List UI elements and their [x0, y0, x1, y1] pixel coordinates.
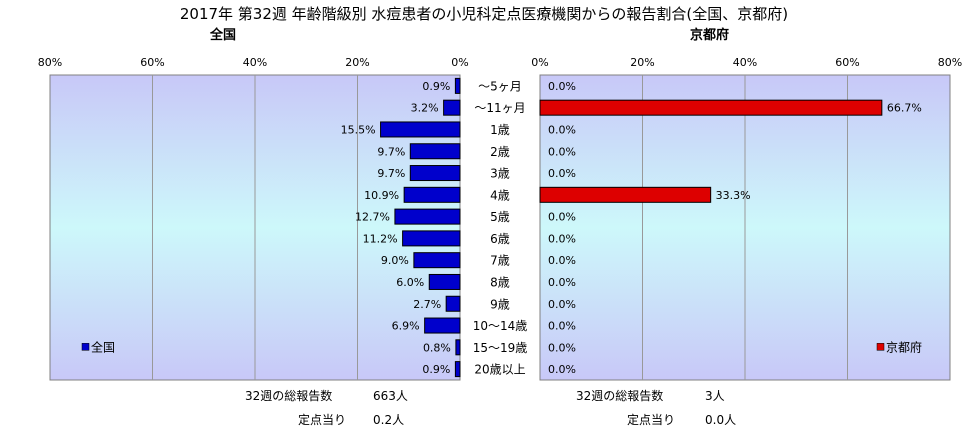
data-label-kyoto: 0.0%	[548, 276, 576, 289]
bar-kyoto	[539, 186, 712, 203]
data-label-national: 3.2%	[411, 102, 439, 115]
tick-label-national: 40%	[243, 56, 267, 69]
category-label: 5歳	[490, 210, 510, 224]
category-label: 2歳	[490, 145, 510, 159]
bar-national	[394, 208, 461, 225]
kyoto-total-label: 32週の総報告数	[576, 389, 664, 403]
chart-title: 2017年 第32週 年齢階級別 水痘患者の小児科定点医療機関からの報告割合(全…	[179, 5, 789, 23]
bar-national	[443, 99, 461, 116]
bar-national	[380, 121, 461, 138]
category-label: ～11ヶ月	[474, 101, 525, 115]
bar-national	[424, 317, 461, 334]
category-label: 1歳	[490, 123, 510, 137]
data-label-kyoto: 0.0%	[548, 254, 576, 267]
bar-kyoto	[539, 99, 883, 116]
data-label-national: 11.2%	[363, 232, 398, 245]
bar-national	[403, 186, 461, 203]
data-label-kyoto: 0.0%	[548, 167, 576, 180]
national-per-label: 定点当り	[298, 413, 347, 427]
data-label-national: 9.7%	[377, 167, 405, 180]
data-label-kyoto: 0.0%	[548, 80, 576, 93]
tick-label-national: 0%	[451, 56, 468, 69]
tick-label-kyoto: 80%	[938, 56, 962, 69]
data-label-national: 9.7%	[377, 145, 405, 158]
bar-national	[455, 339, 461, 356]
bar-national	[454, 77, 461, 94]
bar-national	[445, 295, 461, 312]
panel-title-kyoto: 京都府	[690, 28, 730, 43]
category-label: 10～14歳	[473, 319, 528, 333]
data-label-national: 15.5%	[341, 123, 376, 136]
data-label-national: 9.0%	[381, 254, 409, 267]
data-label-national: 2.7%	[413, 298, 441, 311]
data-label-kyoto: 66.7%	[887, 102, 922, 115]
category-label: ～5ヶ月	[478, 79, 522, 93]
legend-label-national: 全国	[91, 339, 115, 354]
category-label: 6歳	[490, 232, 510, 246]
data-label-kyoto: 0.0%	[548, 211, 576, 224]
tick-label-kyoto: 40%	[733, 56, 757, 69]
data-label-national: 0.9%	[422, 80, 450, 93]
data-label-kyoto: 33.3%	[716, 189, 751, 202]
data-label-national: 12.7%	[355, 211, 390, 224]
data-label-national: 0.9%	[422, 363, 450, 376]
tick-label-national: 80%	[38, 56, 62, 69]
legend-swatch-national	[81, 343, 90, 351]
tick-label-national: 60%	[140, 56, 164, 69]
legend-label-kyoto: 京都府	[886, 339, 922, 354]
data-label-kyoto: 0.0%	[548, 320, 576, 333]
legend-swatch-kyoto	[876, 343, 885, 351]
data-label-national: 6.0%	[396, 276, 424, 289]
data-label-kyoto: 0.0%	[548, 363, 576, 376]
category-label: 4歳	[490, 188, 510, 202]
panel-title-national: 全国	[210, 28, 237, 43]
kyoto-total-value: 3人	[705, 389, 725, 403]
tick-label-kyoto: 60%	[835, 56, 859, 69]
category-label: 3歳	[490, 167, 510, 181]
tick-label-kyoto: 20%	[630, 56, 654, 69]
data-label-kyoto: 0.0%	[548, 232, 576, 245]
kyoto-per-label: 定点当り	[627, 413, 676, 427]
kyoto-per-value: 0.0人	[705, 413, 737, 427]
data-label-national: 10.9%	[364, 189, 399, 202]
data-label-kyoto: 0.0%	[548, 341, 576, 354]
data-label-kyoto: 0.0%	[548, 123, 576, 136]
tick-label-national: 20%	[345, 56, 369, 69]
category-label: 20歳以上	[474, 363, 525, 377]
bar-national	[409, 165, 461, 182]
bar-national	[402, 230, 461, 247]
data-label-kyoto: 0.0%	[548, 298, 576, 311]
bar-national	[413, 252, 461, 269]
bar-national	[409, 143, 461, 160]
category-label: 15～19歳	[473, 341, 528, 355]
data-label-kyoto: 0.0%	[548, 145, 576, 158]
category-label: 7歳	[490, 254, 510, 268]
tick-label-kyoto: 0%	[531, 56, 548, 69]
national-total-value: 663人	[373, 389, 408, 403]
category-label: 8歳	[490, 275, 510, 289]
data-label-national: 6.9%	[392, 320, 420, 333]
category-label: 9歳	[490, 297, 510, 311]
bar-national	[454, 361, 461, 378]
national-per-value: 0.2人	[373, 413, 405, 427]
data-label-national: 0.8%	[423, 341, 451, 354]
national-total-label: 32週の総報告数	[245, 389, 333, 403]
bar-national	[428, 273, 461, 290]
